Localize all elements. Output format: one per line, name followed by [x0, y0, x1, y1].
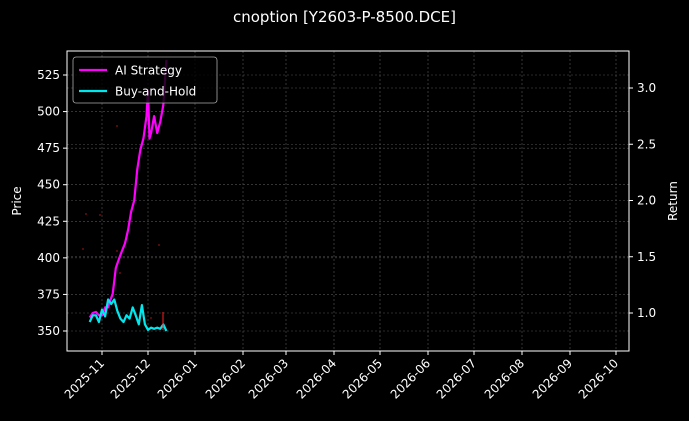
- date-tick-label: 2026-05: [340, 356, 385, 401]
- date-tick-label: 2026-07: [434, 356, 479, 401]
- legend: AI Strategy Buy-and-Hold: [72, 56, 218, 104]
- price-tick-label: 375: [37, 287, 60, 301]
- chart-title: cnoption [Y2603-P-8500.DCE]: [233, 8, 456, 26]
- date-tick-label: 2025-12: [108, 356, 153, 401]
- return-tick-label: 2.0: [637, 194, 656, 208]
- price-tick-label: 425: [37, 214, 60, 228]
- price-axis-label: Price: [10, 186, 24, 215]
- legend-label-ai: AI Strategy: [115, 64, 182, 78]
- return-tick-label: 3.0: [637, 81, 656, 95]
- buy-and-hold-line: [88, 298, 168, 332]
- return-tick-label: 1.5: [637, 250, 656, 264]
- price-tick-label: 350: [37, 324, 60, 338]
- date-tick-label: 2026-02: [203, 356, 248, 401]
- price-tick-label: 400: [37, 251, 60, 265]
- date-tick-label: 2026-10: [576, 356, 621, 401]
- price-tick-label: 500: [37, 105, 60, 119]
- legend-label-buy-hold: Buy-and-Hold: [115, 85, 196, 99]
- return-tick-label: 1.0: [637, 306, 656, 320]
- return-axis: 1.0 1.5 2.0 2.5 3.0: [629, 81, 656, 320]
- date-tick-label: 2026-08: [482, 356, 527, 401]
- return-tick-label: 2.5: [637, 137, 656, 151]
- price-tick-label: 475: [37, 141, 60, 155]
- date-tick-label: 2026-03: [246, 356, 291, 401]
- price-axis: 350 375 400 425 450 475 500 525: [37, 68, 67, 338]
- date-tick-label: 2025-11: [62, 356, 107, 401]
- signal-markers: [82, 125, 160, 319]
- return-axis-label: Return: [666, 181, 680, 221]
- date-tick-label: 2026-04: [294, 356, 339, 401]
- price-tick-label: 525: [37, 68, 60, 82]
- date-tick-label: 2026-01: [155, 356, 200, 401]
- date-tick-label: 2026-06: [388, 356, 433, 401]
- price-tick-label: 450: [37, 178, 60, 192]
- date-tick-label: 2026-09: [530, 356, 575, 401]
